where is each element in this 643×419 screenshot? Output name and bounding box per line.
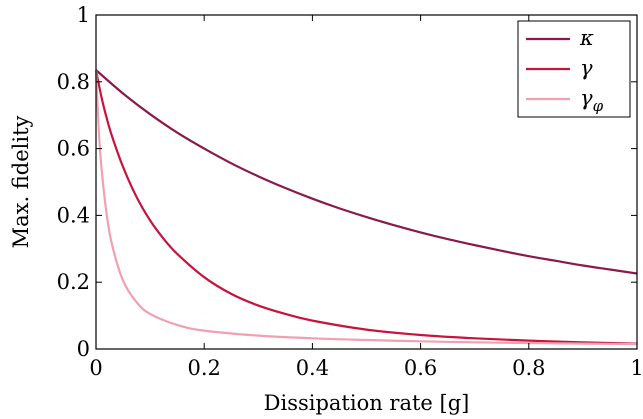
x-tick-label: 0.2 [187, 356, 220, 380]
x-tick-label: 1 [630, 356, 643, 380]
y-tick-label: 0.4 [57, 203, 90, 227]
series-layer [94, 69, 638, 346]
x-axis-label: Dissipation rate [g] [264, 391, 470, 415]
y-tick-label: 0.8 [57, 70, 90, 94]
x-tick-label: 0.8 [512, 356, 545, 380]
y-tick-label: 0.2 [57, 270, 90, 294]
y-tick-label: 0 [77, 337, 90, 361]
series-line-2 [94, 70, 638, 346]
plot-frame [95, 14, 638, 350]
series-line-0 [95, 69, 638, 275]
x-tick-label: 0.6 [404, 356, 437, 380]
x-tick-label: 0 [89, 356, 102, 380]
legend-label-0: κ [579, 26, 594, 50]
y-tick-label: 1 [77, 3, 90, 27]
ticks-layer: 0 0.2 0.4 0.6 0.8 1 0 0.2 0.4 0.6 0.8 1 [57, 3, 643, 380]
y-axis-label: Max. fidelity [9, 115, 33, 248]
legend-label-1: γ [580, 56, 593, 80]
y-tick-label: 0.6 [57, 137, 90, 161]
x-tick-label: 0.4 [296, 356, 329, 380]
series-line-1 [94, 69, 638, 345]
